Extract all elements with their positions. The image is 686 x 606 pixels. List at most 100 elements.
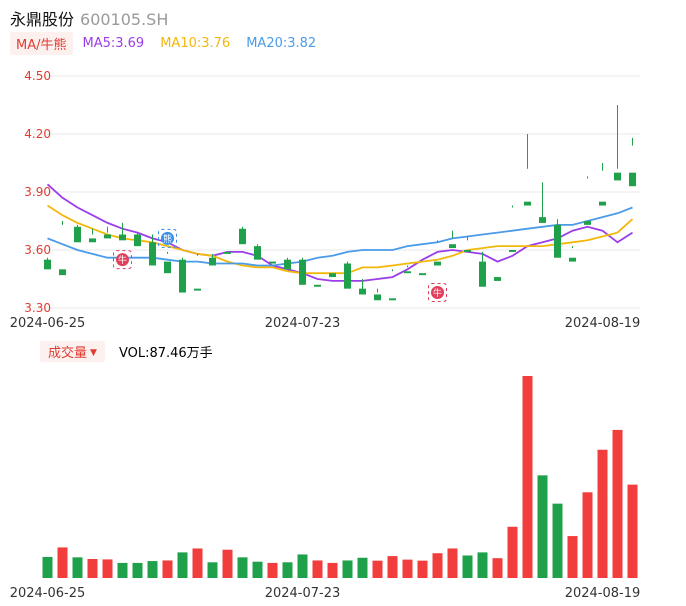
volume-bar	[432, 553, 443, 578]
volume-bar	[327, 562, 338, 578]
volume-bar	[447, 548, 458, 578]
volume-legend: 成交量 ▼ VOL:87.46万手	[40, 340, 213, 362]
candle-body	[194, 288, 201, 291]
ma-legend: MA/牛熊 MA5:3.69 MA10:3.76 MA20:3.82	[10, 31, 332, 55]
volume-bar	[282, 562, 293, 578]
signal-marker-frame	[158, 228, 177, 248]
candle-body	[374, 294, 381, 301]
signal-marker-badge	[116, 253, 129, 267]
signal-marker-frame	[428, 283, 447, 303]
ma-line-ma10	[47, 204, 634, 275]
volume-bar	[612, 429, 623, 578]
candle-body	[434, 261, 441, 266]
ma5-label: MA5:3.69	[82, 35, 145, 51]
volume-bar	[357, 557, 368, 578]
volume-selector[interactable]: 成交量 ▼	[40, 340, 105, 362]
volume-bar	[192, 548, 203, 578]
volume-selector-label: 成交量	[48, 345, 88, 361]
price-tick-label: 4.50	[24, 69, 51, 83]
candle-body	[524, 201, 531, 206]
volume-bar	[237, 557, 248, 578]
candle-body	[389, 298, 396, 301]
volume-bar	[252, 561, 263, 578]
volume-bar	[147, 561, 158, 578]
candle-body	[179, 259, 186, 293]
stock-name: 永鼎股份	[10, 10, 75, 29]
candle-body	[614, 172, 621, 181]
signal-marker-badge	[161, 231, 174, 245]
volume-bar	[267, 562, 278, 578]
candle-body	[239, 228, 246, 245]
ma10-label: MA10:3.76	[160, 35, 231, 51]
candle-body	[539, 217, 546, 223]
price-tick-label: 3.30	[24, 301, 51, 315]
stock-code: 600105.SH	[80, 10, 169, 29]
candle-body	[419, 273, 426, 276]
volume-date-label: 2024-07-23	[265, 586, 341, 601]
candle-body	[74, 226, 81, 243]
candle-body	[209, 257, 216, 266]
ma-line-ma20	[47, 206, 633, 267]
volume-bar	[132, 562, 143, 578]
volume-value: VOL:87.46万手	[118, 345, 213, 361]
candle-body	[494, 277, 501, 281]
volume-bar	[57, 547, 68, 578]
candle-body	[449, 244, 456, 249]
candle-body	[584, 221, 591, 225]
volume-bar	[372, 560, 383, 578]
price-tick-label: 4.20	[24, 127, 51, 141]
ma-selector-tag[interactable]: MA/牛熊	[10, 31, 73, 55]
volume-bar	[507, 526, 518, 578]
volume-bar	[72, 557, 83, 578]
price-date-label: 2024-08-19	[565, 316, 641, 331]
signal-marker-frame	[113, 250, 132, 270]
price-date-label: 2024-07-23	[265, 316, 341, 331]
candle-body	[554, 224, 561, 258]
volume-bar	[387, 556, 398, 578]
candle-body	[269, 261, 276, 264]
volume-bar	[582, 492, 593, 578]
candle-body	[509, 250, 516, 252]
volume-bar	[207, 562, 218, 578]
volume-bar	[552, 503, 563, 578]
volume-bar	[417, 560, 428, 578]
signal-marker-glyph: 牛	[118, 254, 127, 266]
stock-title: 永鼎股份 600105.SH	[10, 6, 168, 30]
candle-body	[359, 288, 366, 295]
volume-bar	[342, 560, 353, 578]
price-date-label: 2024-06-25	[10, 316, 86, 331]
volume-bar	[462, 555, 473, 578]
volume-bar	[522, 376, 533, 578]
candle-body	[284, 259, 291, 270]
volume-bar	[402, 559, 413, 578]
price-tick-label: 3.60	[24, 243, 51, 257]
volume-bar	[312, 560, 323, 578]
volume-date-label: 2024-06-25	[10, 586, 86, 601]
volume-bar	[87, 558, 98, 578]
candle-body	[134, 234, 141, 247]
volume-bar	[492, 558, 503, 578]
candle-body	[104, 234, 111, 239]
volume-bar	[477, 552, 488, 578]
volume-bar	[537, 475, 548, 578]
volume-bar	[117, 562, 128, 578]
candle-body	[44, 259, 51, 270]
volume-bar	[567, 536, 578, 578]
candle-body	[404, 271, 411, 274]
volume-bar	[162, 560, 173, 578]
candle-body	[164, 261, 171, 274]
candle-body	[254, 246, 261, 260]
signal-marker-badge	[431, 286, 444, 300]
volume-date-label: 2024-08-19	[565, 586, 641, 601]
candle-body	[599, 201, 606, 206]
volume-bar	[627, 484, 638, 578]
candle-body	[89, 238, 96, 243]
candle-body	[224, 251, 231, 254]
ma-line-ma5	[46, 183, 633, 282]
volume-bar	[42, 556, 53, 578]
signal-marker-glyph: 牛	[433, 287, 442, 299]
price-tick-label: 3.90	[24, 185, 51, 199]
volume-bar	[222, 549, 233, 578]
candle-body	[344, 263, 351, 289]
